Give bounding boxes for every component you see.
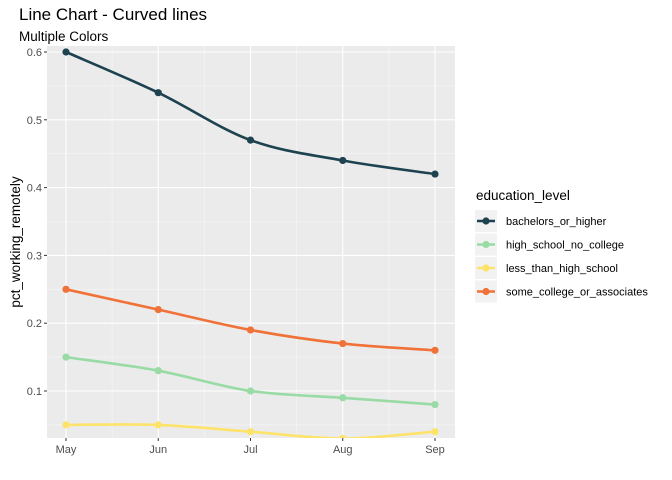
x-tick-label: Jul: [243, 444, 257, 456]
data-point-some_college_or_associates: [154, 306, 162, 314]
legend: education_level bachelors_or_higher high_…: [474, 188, 648, 303]
data-point-high_school_no_college: [339, 394, 347, 402]
major-gridlines: [47, 46, 455, 438]
data-point-some_college_or_associates: [246, 326, 255, 334]
legend-key-point: [482, 217, 490, 225]
data-point-bachelors_or_higher: [62, 48, 70, 56]
legend-key-point: [482, 287, 490, 296]
y-tick-label: 0.6: [27, 47, 42, 59]
data-point-high_school_no_college: [62, 353, 70, 361]
data-point-less_than_high_school: [431, 428, 439, 436]
data-point-less_than_high_school: [246, 428, 255, 436]
chart-title: Line Chart - Curved lines: [19, 5, 208, 24]
chart-subtitle: Multiple Colors: [19, 29, 109, 44]
y-axis-title: pct_working_remotely: [8, 176, 23, 308]
data-point-bachelors_or_higher: [154, 89, 162, 97]
legend-label: some_college_or_associates: [506, 287, 648, 299]
legend-background: [474, 205, 638, 302]
data-point-some_college_or_associates: [62, 285, 70, 293]
x-tick-label: Jun: [149, 444, 167, 456]
data-point-bachelors_or_higher: [431, 170, 439, 178]
data-point-less_than_high_school: [339, 434, 347, 438]
y-tick-label: 0.5: [27, 115, 42, 127]
data-point-some_college_or_associates: [431, 346, 439, 354]
data-point-some_college_or_associates: [339, 339, 347, 348]
data-point-bachelors_or_higher: [246, 136, 255, 144]
series-points: [62, 48, 439, 438]
legend-title: education_level: [476, 188, 570, 203]
legend-label: high_school_no_college: [506, 240, 624, 252]
x-axis: May Jun Jul Aug Sep: [56, 438, 445, 456]
legend-key-point: [482, 264, 490, 272]
y-tick-label: 0.4: [27, 183, 42, 195]
x-tick-label: Aug: [333, 444, 353, 456]
data-point-less_than_high_school: [62, 421, 70, 429]
data-point-high_school_no_college: [154, 367, 162, 375]
x-tick-label: May: [56, 444, 77, 456]
data-point-high_school_no_college: [246, 387, 255, 395]
x-tick-label: Sep: [425, 444, 445, 456]
legend-key-point: [482, 240, 490, 249]
y-tick-label: 0.2: [27, 318, 42, 330]
data-point-high_school_no_college: [431, 400, 439, 409]
data-point-bachelors_or_higher: [339, 156, 347, 165]
y-tick-label: 0.3: [27, 250, 42, 262]
legend-label: less_than_high_school: [506, 263, 618, 275]
y-tick-label: 0.1: [27, 386, 42, 398]
data-point-less_than_high_school: [154, 421, 162, 429]
legend-label: bachelors_or_higher: [506, 216, 607, 228]
y-axis: 0.1 0.2 0.3 0.4 0.5 0.6: [27, 47, 47, 398]
